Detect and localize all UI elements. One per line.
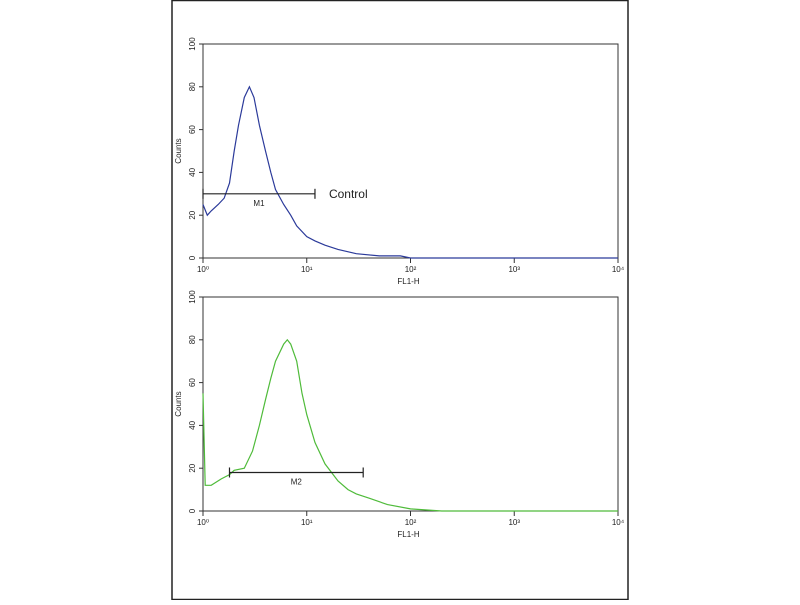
x-axis-label: FL1-H (397, 277, 419, 286)
y-tick-label: 80 (188, 335, 197, 344)
x-tick-label: 10⁴ (612, 518, 625, 527)
y-tick-label: 80 (188, 82, 197, 91)
gate-label: M2 (291, 477, 303, 486)
histogram-line (202, 85, 618, 259)
annotation: Control (329, 187, 368, 201)
y-tick-label: 100 (188, 290, 197, 304)
y-tick-label: 40 (188, 167, 197, 176)
y-tick-label: 20 (188, 210, 197, 219)
y-tick-label: 60 (188, 125, 197, 134)
y-axis-label: Counts (174, 391, 183, 416)
x-tick-label: 10² (405, 518, 417, 527)
frame (171, 0, 629, 601)
y-axis-label: Counts (174, 138, 183, 163)
y-tick-label: 0 (188, 508, 197, 513)
x-tick-label: 10⁴ (612, 265, 625, 274)
x-tick-label: 10⁰ (197, 265, 209, 274)
y-tick-label: 40 (188, 420, 197, 429)
y-tick-label: 100 (188, 37, 197, 51)
y-tick-label: 60 (188, 378, 197, 387)
x-tick-label: 10² (405, 265, 417, 274)
gate-label: M1 (253, 199, 265, 208)
x-tick-label: 10³ (508, 265, 520, 274)
x-tick-label: 10³ (508, 518, 520, 527)
x-axis-label: FL1-H (397, 530, 419, 539)
x-tick-label: 10⁰ (197, 518, 209, 527)
x-tick-label: 10¹ (301, 518, 313, 527)
y-tick-label: 20 (188, 463, 197, 472)
x-tick-label: 10¹ (301, 265, 313, 274)
y-tick-label: 0 (188, 255, 197, 260)
